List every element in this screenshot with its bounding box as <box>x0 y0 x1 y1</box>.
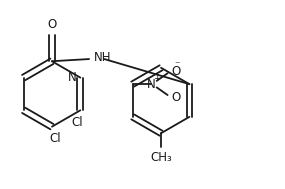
Text: N: N <box>147 78 156 91</box>
Text: Cl: Cl <box>49 132 61 145</box>
Text: O: O <box>47 18 57 31</box>
Text: Cl: Cl <box>71 116 83 129</box>
Text: NH: NH <box>93 51 111 64</box>
Text: N: N <box>68 71 77 84</box>
Text: CH₃: CH₃ <box>150 151 172 164</box>
Text: ⁻: ⁻ <box>174 61 180 71</box>
Text: +: + <box>154 74 161 83</box>
Text: O: O <box>171 65 180 77</box>
Text: O: O <box>171 91 180 104</box>
